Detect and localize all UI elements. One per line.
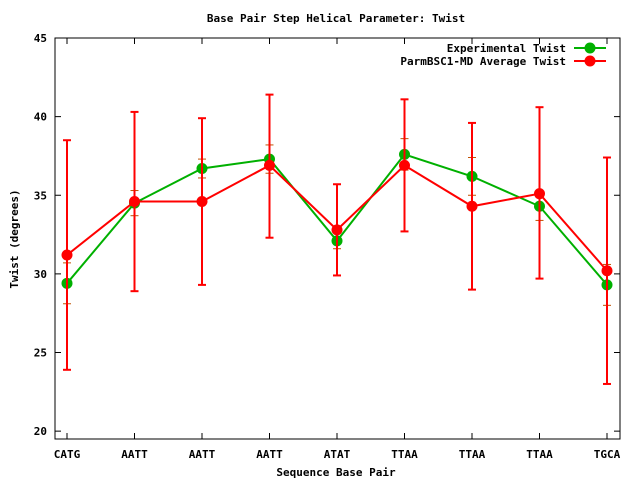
- legend-marker: [584, 55, 596, 67]
- x-tick-label: AATT: [121, 448, 148, 461]
- y-tick-label: 25: [34, 347, 47, 360]
- x-tick-label: TTAA: [459, 448, 486, 461]
- series-1: [61, 93, 613, 385]
- x-tick-label: AATT: [256, 448, 283, 461]
- data-point: [129, 196, 140, 208]
- data-point: [466, 200, 478, 212]
- x-tick-label: CATG: [54, 448, 81, 461]
- y-tick-label: 40: [34, 111, 47, 124]
- x-tick-label: ATAT: [324, 448, 351, 461]
- y-axis-label: Twist (degrees): [8, 189, 21, 288]
- y-tick-label: 35: [34, 189, 47, 202]
- data-point: [264, 159, 275, 171]
- y-tick-label: 45: [34, 32, 47, 45]
- x-tick-label: AATT: [189, 448, 216, 461]
- series-layer: [61, 93, 613, 385]
- legend-label: ParmBSC1-MD Average Twist: [400, 55, 566, 68]
- data-point: [331, 224, 343, 236]
- chart-title: Base Pair Step Helical Parameter: Twist: [207, 12, 465, 25]
- x-tick-label: TTAA: [391, 448, 418, 461]
- x-axis-label: Sequence Base Pair: [276, 466, 396, 479]
- x-tick-label: TGCA: [594, 448, 621, 461]
- legend-marker: [584, 42, 596, 54]
- x-axis: CATG AATT AATT AATT ATAT TTAA TTAA TTAA TGCA: [54, 38, 621, 461]
- data-point: [399, 159, 410, 171]
- data-point: [601, 265, 613, 277]
- x-tick-label: TTAA: [526, 448, 553, 461]
- y-tick-label: 30: [34, 268, 47, 281]
- data-point: [534, 188, 545, 200]
- data-point: [61, 249, 73, 261]
- legend-label: Experimental Twist: [447, 42, 566, 55]
- y-tick-label: 20: [34, 425, 47, 438]
- y-axis: 20 25 30 35 40 45: [34, 32, 620, 438]
- data-point: [196, 196, 208, 208]
